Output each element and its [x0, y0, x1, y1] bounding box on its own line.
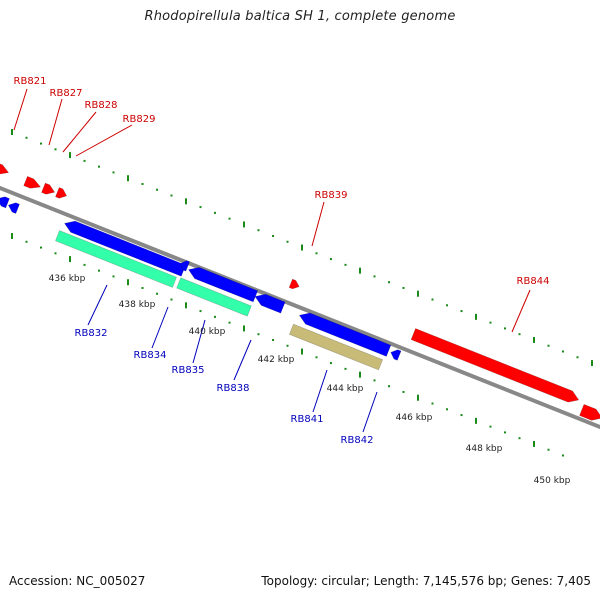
scale-label: 450 kbp — [534, 476, 571, 486]
gene-rb832 — [64, 220, 187, 277]
leader-rb835 — [192, 319, 206, 364]
label-rb827: RB827 — [50, 88, 83, 99]
leader-rb841 — [312, 369, 328, 413]
label-rb832: RB832 — [75, 328, 108, 339]
label-rb839: RB839 — [315, 190, 348, 201]
label-rb828: RB828 — [85, 100, 118, 111]
gene-rb828 — [41, 182, 56, 195]
label-rb842: RB842 — [341, 435, 374, 446]
label-rb821: RB821 — [14, 76, 47, 87]
gene-rb841 — [298, 312, 392, 357]
leader-rb829 — [75, 124, 133, 157]
map-title: Rhodopirellula baltica SH 1, complete ge… — [144, 9, 456, 24]
leader-rb839 — [311, 201, 325, 247]
scale-label: 446 kbp — [396, 413, 433, 423]
gene-rb835 — [188, 267, 259, 303]
label-rb834: RB834 — [134, 350, 167, 361]
leader-rb838 — [233, 339, 252, 381]
accession-text: Accession: NC_005027 — [9, 574, 146, 588]
label-rb835: RB835 — [172, 365, 205, 376]
scale-label: 442 kbp — [258, 355, 295, 365]
scale-label: 440 kbp — [189, 327, 226, 337]
label-rb844: RB844 — [517, 276, 550, 287]
genome-summary-text: Topology: circular; Length: 7,145,576 bp… — [261, 574, 591, 588]
gene-rb829 — [55, 187, 68, 199]
backbone-line — [0, 185, 600, 430]
gene-rb841-other — [288, 323, 384, 371]
gene-rb838 — [254, 293, 286, 314]
gene-rb842 — [390, 349, 402, 361]
gene-rb839 — [288, 278, 300, 290]
tick-marks — [11, 129, 593, 457]
leader-rb842 — [362, 391, 378, 433]
leader-rb834 — [151, 306, 169, 349]
scale-label: 448 kbp — [466, 444, 503, 454]
leader-rb844 — [511, 289, 531, 333]
leader-rb821 — [13, 88, 28, 131]
gene-features — [0, 162, 600, 421]
gene-rb821 — [0, 162, 10, 175]
label-rb838: RB838 — [217, 383, 250, 394]
label-rb829: RB829 — [123, 114, 156, 125]
leader-rb828 — [62, 111, 97, 153]
gene-rb844-next — [579, 403, 600, 421]
scale-label: 438 kbp — [119, 300, 156, 310]
gene-rb827 — [23, 176, 42, 189]
gene-rb844 — [410, 328, 580, 403]
gene-rb-left-1 — [0, 196, 10, 209]
label-rb841: RB841 — [291, 414, 324, 425]
leader-rb832 — [87, 284, 108, 326]
label-leader-lines — [13, 88, 531, 433]
gene-rb835-rna — [176, 277, 252, 317]
scale-label: 436 kbp — [49, 274, 86, 284]
scale-label: 444 kbp — [327, 384, 364, 394]
genome-backbone — [0, 185, 600, 430]
gene-rb-left-2 — [7, 202, 20, 214]
gene-rb832-rna — [55, 230, 177, 288]
leader-rb827 — [48, 98, 63, 146]
gene-rb834 — [179, 260, 190, 272]
